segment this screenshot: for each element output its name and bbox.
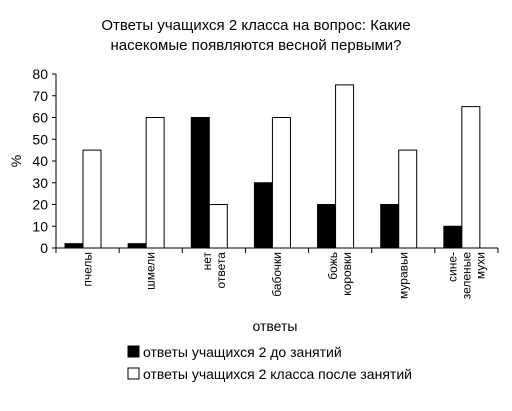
bar-series-2 xyxy=(461,106,481,249)
y-tick-label: 40 xyxy=(32,153,48,169)
y-tick-label: 80 xyxy=(32,66,48,82)
bars xyxy=(64,84,481,249)
legend-label-1: ответы учащихся 2 до занятий xyxy=(143,344,342,360)
y-tick-label: 20 xyxy=(32,197,48,213)
category-labels: пчелы шмели нет ответа бабочки божь коровки мур… xyxy=(81,252,488,300)
y-tick-label: 0 xyxy=(40,240,48,256)
category-label: ответа xyxy=(214,252,228,289)
bar-series-2 xyxy=(271,117,291,249)
bar-series-1 xyxy=(253,182,273,249)
bar-series-1 xyxy=(443,225,463,249)
category-label: шмели xyxy=(144,252,158,290)
category-label: нет xyxy=(200,252,214,271)
y-tick-label: 10 xyxy=(32,218,48,234)
bar-series-2 xyxy=(398,149,418,249)
legend-label-2: ответы учащихся 2 класса после занятий xyxy=(143,366,412,382)
category-label: мухи xyxy=(473,252,487,279)
x-axis-label: ответы xyxy=(253,318,298,334)
category-label: божь xyxy=(326,252,340,280)
y-tick-label: 50 xyxy=(32,131,48,147)
category-label: бабочки xyxy=(270,252,284,297)
y-axis-ticks: 0 10 20 30 40 50 60 70 80 xyxy=(32,66,56,256)
category-label: пчелы xyxy=(81,252,95,287)
bar-series-2 xyxy=(208,204,228,249)
bar-series-1 xyxy=(380,204,400,249)
y-tick-label: 70 xyxy=(32,88,48,104)
bar-series-1 xyxy=(190,117,210,249)
chart-title-line-1: Ответы учащихся 2 класса на вопрос: Каки… xyxy=(101,17,410,34)
legend-swatch-1 xyxy=(127,345,140,358)
category-label: коровки xyxy=(340,252,354,296)
bar-series-2 xyxy=(335,84,355,249)
category-label: муравьи xyxy=(396,252,410,299)
chart-title-line-2: насекомые появляются весной первыми? xyxy=(110,37,401,54)
bar-series-1 xyxy=(317,204,337,249)
legend-swatch-2 xyxy=(127,367,140,380)
y-tick-label: 30 xyxy=(32,175,48,191)
bar-series-2 xyxy=(145,117,165,249)
bar-series-1 xyxy=(127,243,147,249)
axes xyxy=(55,74,499,253)
bar-series-1 xyxy=(64,243,84,249)
y-tick-label: 60 xyxy=(32,110,48,126)
y-axis-label: % xyxy=(8,155,24,167)
chart-title: Ответы учащихся 2 класса на вопрос: Каки… xyxy=(101,17,410,54)
legend: ответы учащихся 2 до занятий ответы учащи… xyxy=(127,344,412,382)
category-label: сине- xyxy=(445,252,459,282)
bar-series-2 xyxy=(82,149,102,249)
category-label: зеленые xyxy=(459,252,473,300)
